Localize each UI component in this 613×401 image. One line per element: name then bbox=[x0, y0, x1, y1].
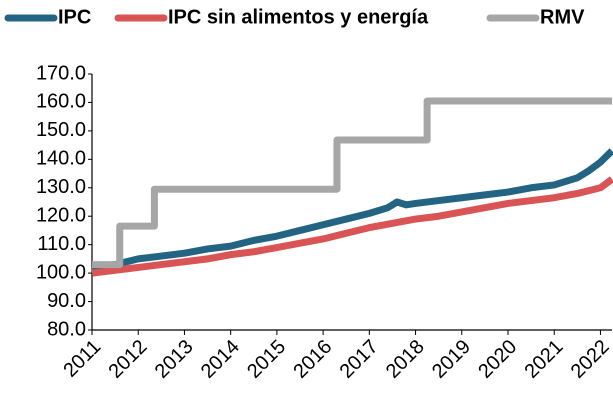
y-tick-label: 150.0 bbox=[36, 119, 86, 141]
series-line bbox=[91, 176, 613, 277]
x-tick-label: 2015 bbox=[243, 336, 290, 383]
x-tick-label: 2018 bbox=[382, 336, 429, 383]
x-tick-label: 2019 bbox=[428, 336, 475, 383]
y-tick-label: 130.0 bbox=[36, 176, 86, 198]
x-tick-label: 2016 bbox=[289, 336, 336, 383]
y-tick-label: 160.0 bbox=[36, 91, 86, 113]
y-tick-label: 100.0 bbox=[36, 261, 86, 283]
x-tick-label: 2012 bbox=[104, 336, 151, 383]
legend-label: IPC sin alimentos y energía bbox=[168, 6, 429, 28]
y-tick-label: 110.0 bbox=[37, 233, 86, 255]
y-tick-label: 80.0 bbox=[47, 318, 86, 340]
x-tick-label: 2017 bbox=[336, 336, 383, 383]
series-line bbox=[91, 148, 613, 274]
y-tick-label: 90.0 bbox=[47, 290, 86, 312]
y-tick-label: 140.0 bbox=[36, 148, 86, 170]
x-tick-label: 2022 bbox=[567, 336, 613, 383]
x-tick-label: 2020 bbox=[474, 336, 521, 383]
x-tick-label: 2021 bbox=[520, 336, 567, 383]
y-tick-label: 170.0 bbox=[36, 62, 86, 84]
series-line bbox=[92, 97, 612, 269]
y-tick-label: 120.0 bbox=[36, 205, 86, 227]
legend-label: IPC bbox=[58, 6, 91, 28]
x-tick-label: 2013 bbox=[151, 336, 198, 383]
x-tick-label: 2011 bbox=[59, 336, 105, 382]
legend-label: RMV bbox=[540, 6, 585, 28]
x-tick-label: 2014 bbox=[197, 336, 244, 383]
